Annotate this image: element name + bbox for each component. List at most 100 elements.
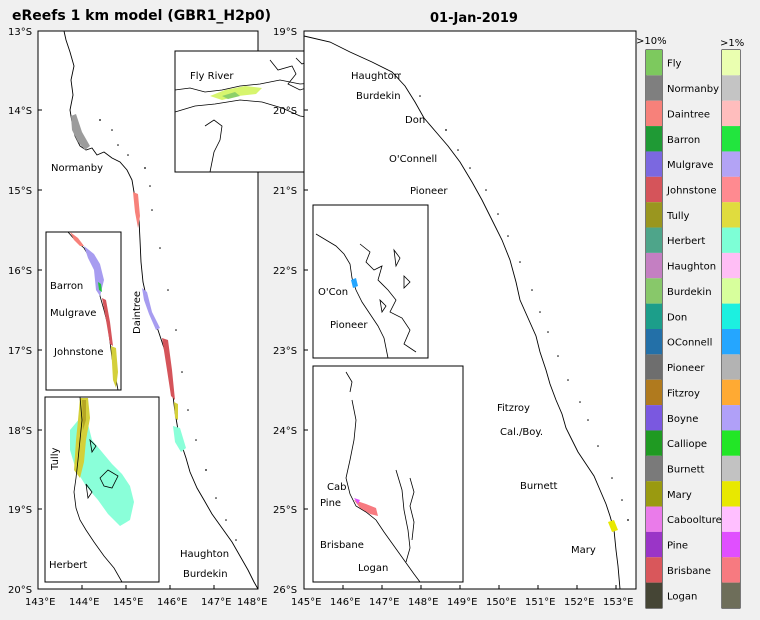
label-don: Don — [405, 115, 425, 126]
label-pioneer-inset: Pioneer — [330, 320, 368, 331]
legend-swatch-10pct-don — [646, 303, 662, 329]
label-pine: Pine — [320, 498, 341, 509]
label-burdekin-left: Burdekin — [183, 569, 228, 580]
legend-swatch-1pct-burdekin — [722, 278, 740, 304]
legend-swatch-10pct-mary — [646, 481, 662, 507]
legend-swatch-10pct-tully — [646, 202, 662, 228]
daintree-plume — [133, 192, 140, 228]
legend-label-oconnell: OConnell — [667, 338, 712, 349]
legend-swatch-10pct-barron — [646, 126, 662, 152]
left-lat-tick-18: 18°S — [8, 426, 32, 437]
legend-label-logan: Logan — [667, 591, 697, 602]
label-johnstone: Johnstone — [53, 347, 103, 358]
label-burdekin: Burdekin — [356, 91, 401, 102]
legend-swatch-10pct-pioneer — [646, 354, 662, 380]
right-lon-tick-147: 147°E — [369, 597, 399, 608]
legend-label-burdekin: Burdekin — [667, 287, 712, 298]
mulgrave-plume — [142, 288, 160, 330]
legend-swatch-10pct-pine — [646, 531, 662, 558]
left-lon-tick-146: 146°E — [157, 597, 187, 608]
legend-swatch-10pct-mulgrave — [646, 151, 662, 177]
legend-swatch-10pct-haughton — [646, 252, 662, 279]
left-lon-tick-145: 145°E — [113, 597, 143, 608]
label-cab: Cab — [327, 482, 346, 493]
legend-swatch-1pct-mulgrave — [722, 151, 740, 177]
legend-swatch-10pct-fitzroy — [646, 379, 662, 406]
legend-swatch-10pct-normanby — [646, 75, 662, 101]
right-lon-tick-148: 148°E — [408, 597, 438, 608]
right-map-title: 01-Jan-2019 — [430, 11, 518, 26]
right-lon-tick-150: 150°E — [486, 597, 516, 608]
left-map: 13°S 14°S 15°S 16°S 17°S 18°S 19°S 20°S … — [8, 27, 327, 608]
legend-swatch-10pct-herbert — [646, 227, 662, 253]
normanby-plume — [71, 114, 90, 150]
right-lon-tick-146: 146°E — [330, 597, 360, 608]
legend-label-normanby: Normanby — [667, 84, 719, 95]
legend-label-brisbane: Brisbane — [667, 566, 711, 577]
left-lat-tick-17: 17°S — [8, 346, 32, 357]
right-coastline — [303, 35, 621, 590]
label-haughton: Haughton — [351, 71, 400, 82]
label-ocon: O'Con — [318, 287, 348, 298]
left-lon-tick-143: 143°E — [25, 597, 55, 608]
right-map: 19°S 20°S 21°S 22°S 23°S 24°S 25°S 26°S … — [273, 27, 637, 608]
legend-swatch-1pct-logan — [722, 582, 740, 608]
legend-swatch-1pct-pine — [722, 531, 740, 558]
legend-swatch-1pct-johnstone — [722, 176, 740, 203]
left-lon-tick-144: 144°E — [69, 597, 99, 608]
legend-label-haughton: Haughton — [667, 262, 716, 273]
right-lat-tick-20: 20°S — [273, 106, 297, 117]
legend-swatch-1pct-fly — [722, 50, 740, 76]
legend-label-burnett: Burnett — [667, 465, 705, 476]
legend-swatch-1pct-herbert — [722, 227, 740, 253]
left-map-title: eReefs 1 km model (GBR1_H2p0) — [12, 8, 272, 24]
left-lat-tick-16: 16°S — [8, 266, 32, 277]
left-lon-ticks — [37, 585, 259, 589]
legend: >10% >1% Fly Normanby Daintree Barron Mulgra… — [636, 36, 744, 609]
inset-brisbane: Cab Pine Brisbane Logan — [312, 365, 464, 583]
right-lon-tick-145: 145°E — [291, 597, 321, 608]
legend-swatch-1pct-tully — [722, 202, 740, 228]
legend-swatch-1pct-burnett — [722, 455, 740, 482]
legend-label-pioneer: Pioneer — [667, 363, 705, 374]
right-lat-ticks — [304, 30, 308, 590]
right-lon-ticks — [303, 585, 617, 589]
legend-label-caboolture: Caboolture — [667, 515, 722, 526]
legend-swatch-10pct-fly — [646, 50, 662, 76]
label-pioneer: Pioneer — [410, 186, 448, 197]
legend-label-mulgrave: Mulgrave — [667, 160, 713, 171]
johnstone-plume — [162, 338, 175, 400]
legend-label-tully: Tully — [666, 211, 689, 222]
legend-label-calliope: Calliope — [667, 439, 707, 450]
legend-label-fitzroy: Fitzroy — [667, 388, 700, 399]
legend-label-fly: Fly — [667, 59, 682, 70]
right-lat-tick-24: 24°S — [273, 426, 297, 437]
inset-barron: Barron Mulgrave Johnstone — [45, 231, 122, 391]
right-lat-tick-25: 25°S — [273, 505, 297, 516]
legend-label-pine: Pine — [667, 541, 688, 552]
inset-fly-river: Fly River — [174, 50, 327, 173]
herbert-plume — [173, 426, 186, 452]
legend-swatch-1pct-barron — [722, 126, 740, 152]
left-lon-tick-148: 148°E — [237, 597, 267, 608]
legend-swatch-1pct-fitzroy — [722, 379, 740, 406]
label-fly-river: Fly River — [190, 71, 234, 82]
label-calboy: Cal./Boy. — [500, 427, 543, 438]
legend-label-daintree: Daintree — [667, 109, 710, 120]
legend-swatch-1pct-mary — [722, 481, 740, 507]
legend-swatch-10pct-oconnell — [646, 329, 662, 355]
label-oconnell: O'Connell — [389, 154, 437, 165]
label-fitzroy: Fitzroy — [497, 403, 530, 414]
legend-label-mary: Mary — [667, 490, 692, 501]
legend-swatch-10pct-burdekin — [646, 278, 662, 304]
legend-swatch-10pct-daintree — [646, 100, 662, 127]
legend-swatch-1pct-calliope — [722, 430, 740, 456]
label-tully: Tully — [50, 448, 61, 471]
left-lat-tick-20: 20°S — [8, 585, 32, 596]
left-lat-tick-19: 19°S — [8, 505, 32, 516]
label-daintree: Daintree — [132, 291, 143, 334]
mary-plume — [608, 520, 618, 532]
legend-swatch-1pct-daintree — [722, 100, 740, 127]
legend-swatch-1pct-pioneer — [722, 354, 740, 380]
